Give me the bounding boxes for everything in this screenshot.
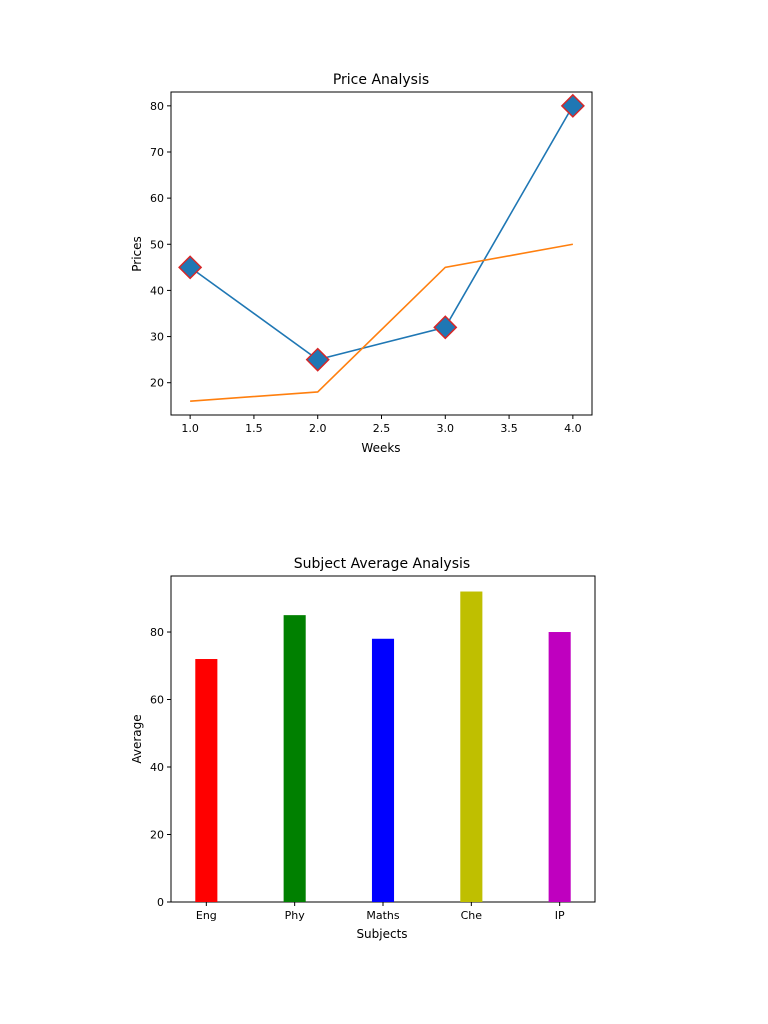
subject-y-tick-label: 60 — [150, 694, 164, 707]
subject-x-tick-label: Eng — [196, 909, 217, 922]
price-y-axis-label: Prices — [130, 236, 144, 272]
subject-x-ticks: Eng Phy Maths Che IP — [196, 902, 565, 922]
subject-average-chart: Subject Average Analysis Eng Phy Maths Che I… — [130, 556, 596, 941]
subject-x-tick-label: IP — [555, 909, 565, 922]
subject-x-axis-label: Subjects — [356, 927, 407, 941]
price-x-tick-label: 3.5 — [500, 422, 518, 435]
bar-che — [460, 591, 483, 902]
price-y-tick-label: 70 — [150, 146, 164, 159]
price-series-1-point — [433, 315, 458, 340]
price-series — [178, 93, 585, 402]
subject-x-tick-label: Che — [461, 909, 483, 922]
price-chart-title: Price Analysis — [333, 72, 429, 88]
price-series-1-point — [178, 255, 203, 280]
subject-chart-title: Subject Average Analysis — [294, 556, 470, 572]
price-x-tick-label: 1.0 — [181, 422, 199, 435]
price-analysis-chart: Price Analysis 1.0 1.5 2.0 2.5 3.0 3.5 4.0 20 3… — [130, 72, 593, 455]
bar-ip — [548, 632, 571, 902]
subject-x-tick-label: Maths — [366, 909, 400, 922]
bar-maths — [371, 638, 395, 902]
price-y-tick-label: 80 — [150, 100, 164, 113]
price-y-ticks: 20 30 40 50 60 70 80 — [150, 100, 171, 390]
price-y-tick-label: 30 — [150, 331, 164, 344]
price-x-axis-label: Weeks — [361, 441, 400, 455]
price-x-tick-label: 2.0 — [309, 422, 327, 435]
subject-y-tick-label: 40 — [150, 761, 164, 774]
price-y-tick-label: 60 — [150, 192, 164, 205]
price-series-2-line — [190, 243, 574, 402]
price-x-tick-label: 2.5 — [373, 422, 391, 435]
bar-eng — [195, 659, 218, 902]
price-x-ticks: 1.0 1.5 2.0 2.5 3.0 3.5 4.0 — [181, 415, 582, 435]
price-x-tick-label: 3.0 — [437, 422, 455, 435]
price-x-tick-label: 4.0 — [564, 422, 582, 435]
price-y-tick-label: 20 — [150, 377, 164, 390]
subject-y-axis-label: Average — [130, 714, 144, 763]
price-series-1-line — [189, 105, 574, 361]
subject-y-tick-label: 0 — [157, 896, 164, 909]
price-x-tick-label: 1.5 — [245, 422, 263, 435]
price-y-tick-label: 50 — [150, 238, 164, 251]
price-plot-frame — [170, 91, 593, 416]
price-y-tick-label: 40 — [150, 284, 164, 297]
bar-phy — [283, 615, 306, 902]
subject-bars — [195, 591, 571, 902]
subject-x-tick-label: Phy — [285, 909, 306, 922]
subject-y-tick-label: 80 — [150, 626, 164, 639]
subject-y-tick-label: 20 — [150, 829, 164, 842]
price-series-1-point — [305, 347, 330, 372]
price-series-1-point — [560, 93, 585, 118]
subject-y-ticks: 0 20 40 60 80 — [150, 626, 171, 909]
